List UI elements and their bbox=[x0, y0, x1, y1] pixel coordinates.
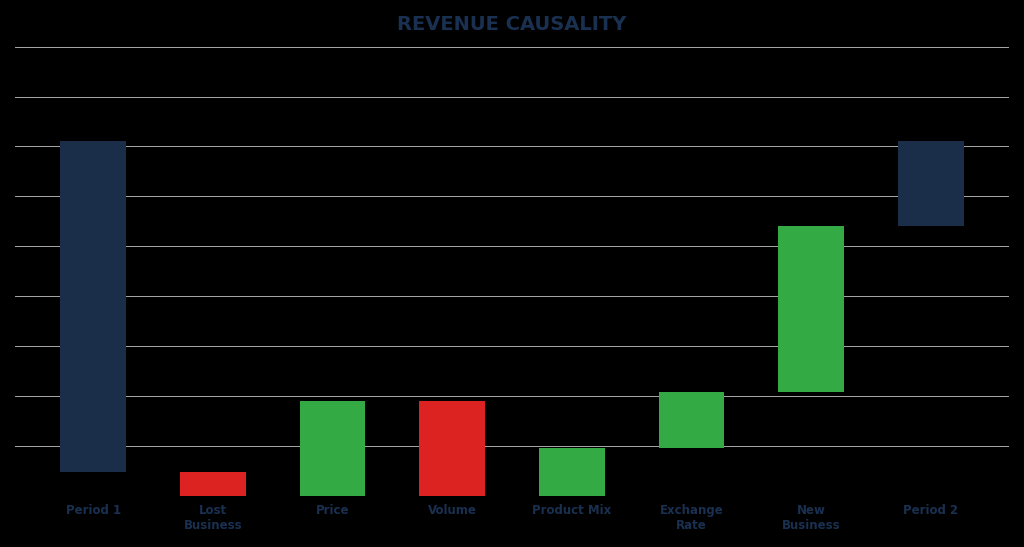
Bar bbox=[60, 141, 126, 472]
Bar bbox=[180, 472, 246, 543]
Bar bbox=[419, 401, 485, 496]
Bar bbox=[658, 392, 724, 449]
Bar bbox=[898, 141, 964, 226]
Bar bbox=[539, 449, 605, 496]
Bar bbox=[778, 226, 844, 392]
Title: REVENUE CAUSALITY: REVENUE CAUSALITY bbox=[397, 15, 627, 34]
Bar bbox=[300, 401, 366, 543]
